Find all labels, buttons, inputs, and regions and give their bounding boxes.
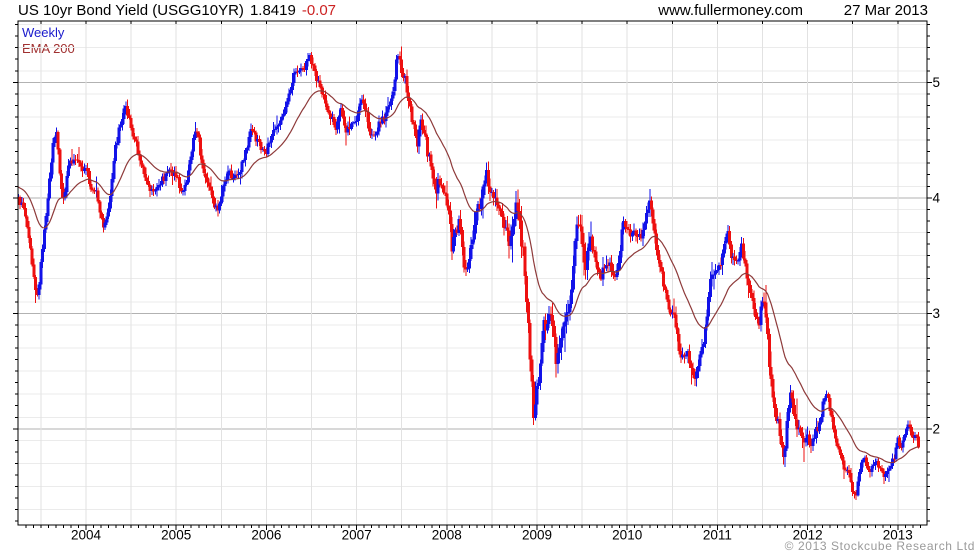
svg-text:4: 4: [933, 190, 941, 205]
axes-frame: [13, 20, 932, 530]
svg-text:2005: 2005: [161, 528, 191, 543]
svg-text:2013: 2013: [883, 528, 913, 543]
svg-text:2007: 2007: [342, 528, 372, 543]
svg-text:3: 3: [933, 306, 941, 321]
page-title: US 10yr Bond Yield (USGG10YR): [18, 2, 244, 19]
svg-text:2006: 2006: [251, 528, 281, 543]
svg-text:2012: 2012: [793, 528, 823, 543]
legend-weekly-label: Weekly: [22, 25, 65, 40]
legend-ema-label: EMA 200: [22, 41, 75, 56]
svg-text:2008: 2008: [432, 528, 462, 543]
ema-line: [18, 90, 919, 464]
last-price-value: 1.8419: [249, 2, 296, 19]
svg-text:2004: 2004: [71, 528, 102, 543]
website-watermark: www.fullermoney.com: [658, 2, 803, 19]
chart-header: US 10yr Bond Yield (USGG10YR) 1.8419 -0.07: [18, 2, 336, 19]
copyright-notice: © 2013 Stockcube Research Ltd: [784, 539, 975, 553]
weekly-bars: [18, 46, 921, 501]
svg-text:2009: 2009: [522, 528, 552, 543]
svg-text:5: 5: [933, 75, 941, 90]
axis-labels: 5 4 3 2 2004 2005 2006 2007 2008 2009 2010 2011 2012…: [71, 75, 941, 543]
chart-date: 27 Mar 2013: [843, 2, 928, 19]
grid-lines: [18, 21, 927, 525]
svg-text:2: 2: [933, 421, 941, 436]
price-change-value: -0.07: [301, 2, 337, 19]
svg-text:2011: 2011: [703, 528, 732, 543]
svg-text:2010: 2010: [612, 528, 642, 543]
